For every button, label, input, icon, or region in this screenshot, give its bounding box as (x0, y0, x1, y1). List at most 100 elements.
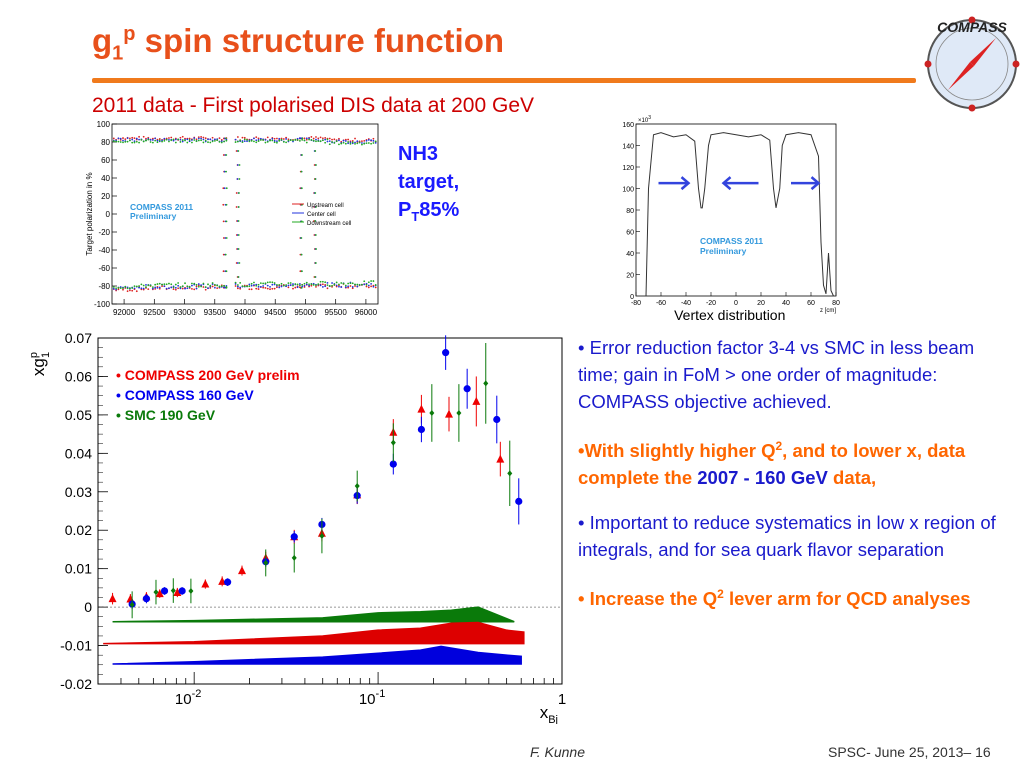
pol-point (165, 287, 168, 290)
pol-point (202, 286, 205, 288)
pol-point (250, 282, 253, 285)
pol-point (356, 283, 359, 286)
pol-point (333, 142, 336, 144)
pol-point (225, 237, 228, 239)
pol-point (303, 282, 306, 285)
pol-point (236, 164, 239, 166)
vtx-ytick-label: 100 (622, 187, 634, 194)
pol-point (237, 206, 240, 208)
pol-point (243, 138, 246, 141)
pol-point (349, 142, 352, 145)
pol-point (335, 140, 338, 143)
pol-point (122, 141, 124, 144)
pol-point (122, 288, 124, 291)
pol-point (314, 150, 317, 152)
pol-point (174, 141, 177, 144)
pol-point (188, 137, 191, 140)
pol-point (266, 287, 269, 290)
g1-syst-band-0 (112, 606, 515, 623)
pol-ytick-label: -80 (98, 282, 110, 291)
pol-legend-label: Center cell (307, 212, 336, 218)
pol-point (335, 284, 338, 287)
pol-point (344, 284, 347, 287)
pol-point (124, 285, 127, 288)
pol-point (351, 286, 354, 288)
pol-point (361, 142, 363, 144)
pol-point (147, 138, 150, 141)
footer-event: SPSC- June 25, 2013– 16 (828, 744, 991, 760)
pol-point (289, 282, 292, 284)
pol-point (338, 139, 340, 142)
pol-point (264, 141, 267, 144)
vtx-ytick-label: 0 (630, 294, 634, 301)
g1-point-compass160 (515, 497, 523, 505)
pol-point (179, 138, 182, 141)
pol-point (294, 286, 297, 289)
pol-point (326, 281, 329, 284)
pol-point (222, 270, 225, 273)
pol-point (224, 237, 227, 239)
pol-point (314, 220, 317, 222)
pol-xtick-label: 95000 (294, 308, 317, 317)
pol-point (149, 141, 152, 143)
pol-point (188, 139, 191, 141)
pol-point (213, 138, 216, 141)
pol-point (238, 192, 240, 194)
pol-point (186, 138, 189, 141)
pol-point (126, 140, 129, 143)
pol-point (246, 285, 248, 288)
pol-point (262, 282, 265, 285)
pol-point (193, 282, 196, 285)
pol-ytick-label: 20 (101, 192, 110, 201)
pol-point (218, 285, 221, 288)
pol-point (287, 286, 290, 289)
target-label: NH3 target, PT85% (398, 140, 459, 231)
g1-point-compass160 (290, 533, 298, 541)
pol-point (363, 140, 366, 142)
pol-point (122, 287, 124, 290)
pol-point (156, 286, 159, 289)
pol-point (372, 280, 375, 282)
pol-point (370, 282, 373, 285)
pol-point (374, 140, 377, 143)
pol-point (197, 285, 200, 288)
pol-point (236, 262, 239, 264)
pol-point (237, 276, 240, 278)
pol-point (314, 234, 317, 236)
g1-ytick-label: 0.05 (65, 407, 92, 423)
pol-xtick-label: 96000 (355, 308, 378, 317)
g1-point-compass160 (224, 578, 232, 586)
pol-point (234, 285, 237, 287)
pol-point (269, 281, 271, 284)
pol-xtick-label: 93000 (173, 308, 196, 317)
target-label-line1: NH3 (398, 143, 439, 165)
pol-ytick-label: -60 (98, 264, 110, 273)
pol-point (174, 288, 177, 291)
pol-point (115, 287, 118, 290)
bullet-4: • Increase the Q2 lever arm for QCD anal… (578, 587, 971, 610)
pol-xtick-label: 92000 (113, 308, 136, 317)
pol-point (117, 286, 120, 289)
pol-point (347, 142, 350, 145)
pol-point (147, 288, 150, 291)
vtx-ytick-label: 160 (622, 122, 634, 129)
pol-xtick-label: 94000 (234, 308, 257, 317)
pol-point (328, 137, 331, 140)
vtx-arrow-left-head (721, 176, 732, 191)
pol-point (296, 286, 299, 289)
pol-point (289, 284, 292, 287)
pol-point (163, 283, 166, 286)
pol-point (266, 281, 269, 284)
g1-point-compass160 (389, 460, 397, 468)
pol-point (319, 136, 322, 139)
pol-point (257, 283, 260, 286)
pol-point (372, 285, 375, 288)
pol-point (184, 287, 186, 290)
pol-point (154, 287, 157, 290)
pol-point (168, 137, 170, 139)
g1-ytick-label: 0.07 (65, 330, 92, 346)
vtx-xtick-label: 0 (734, 300, 738, 307)
pol-point (257, 140, 260, 142)
g1-point-compass200 (108, 594, 117, 603)
pol-point (356, 285, 359, 288)
